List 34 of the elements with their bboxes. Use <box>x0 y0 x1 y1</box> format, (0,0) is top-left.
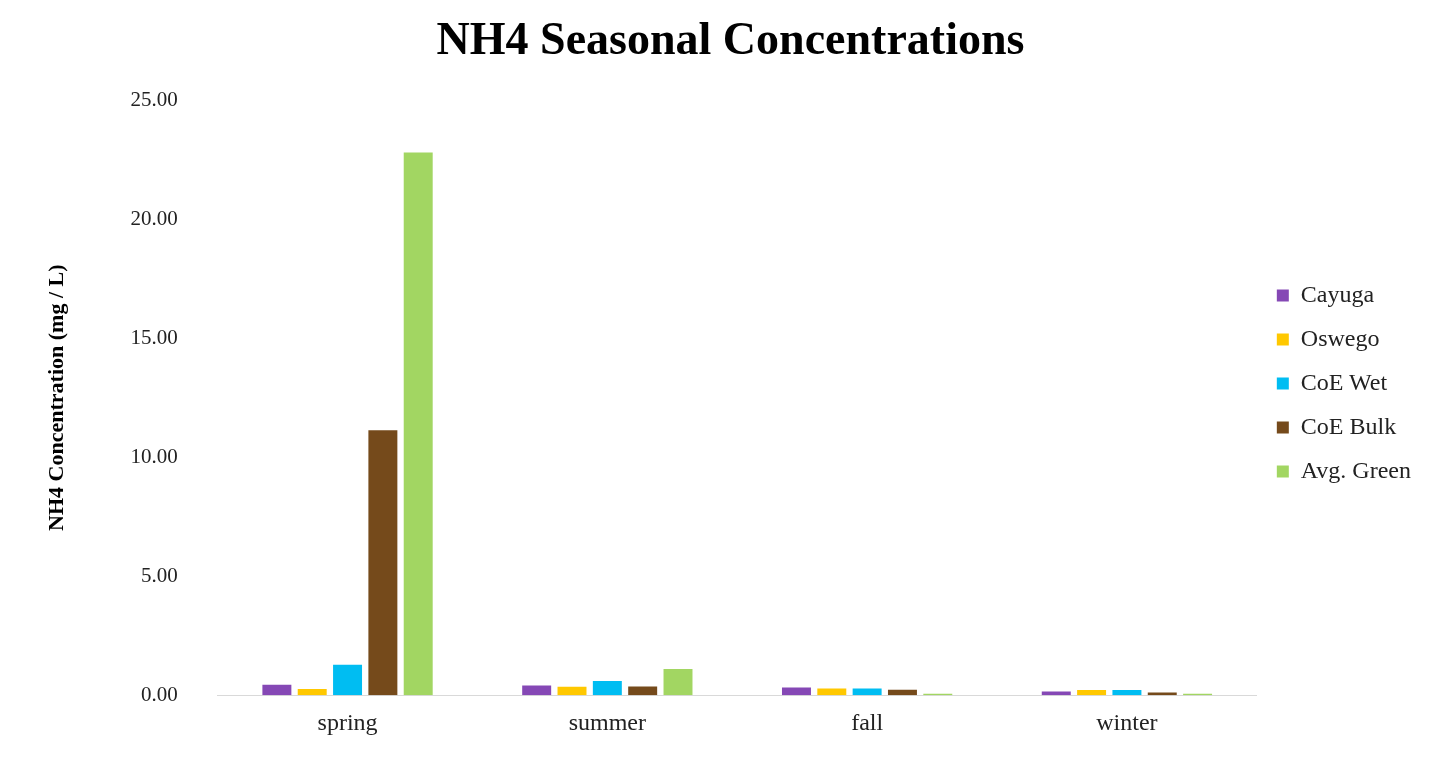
legend-label: CoE Wet <box>1300 368 1388 395</box>
bar <box>1077 689 1107 696</box>
bar <box>628 686 658 696</box>
bar <box>368 430 398 696</box>
bar <box>663 669 693 696</box>
legend-label: Oswego <box>1300 324 1380 351</box>
legend-label: Avg. Green <box>1300 456 1412 483</box>
bar <box>592 680 622 696</box>
y-tick-label: 15.00 <box>130 324 178 349</box>
bar <box>817 688 847 696</box>
y-tick-label: 0.00 <box>140 681 178 706</box>
bar <box>333 664 363 696</box>
bar <box>1041 691 1071 696</box>
x-tick-label: summer <box>568 708 646 735</box>
bar <box>781 687 811 696</box>
bar <box>1112 689 1142 696</box>
y-tick-label: 25.00 <box>130 86 178 111</box>
y-tick-label: 20.00 <box>130 205 178 230</box>
x-tick-label: spring <box>317 708 378 735</box>
chart-title: NH4 Seasonal Concentrations <box>436 13 1025 65</box>
bar <box>852 688 882 696</box>
bar <box>403 152 433 696</box>
x-tick-label: fall <box>851 708 884 735</box>
bar <box>522 685 552 696</box>
x-tick-label: winter <box>1096 708 1158 735</box>
y-axis-title: NH4 Concentration (mg / L) <box>42 264 68 531</box>
bar <box>262 684 292 696</box>
bar <box>297 689 327 696</box>
bar <box>557 686 587 696</box>
bar <box>887 689 917 696</box>
y-tick-label: 5.00 <box>140 562 178 587</box>
y-tick-label: 10.00 <box>130 443 178 468</box>
legend-label: CoE Bulk <box>1300 412 1397 439</box>
legend-label: Cayuga <box>1300 280 1375 307</box>
